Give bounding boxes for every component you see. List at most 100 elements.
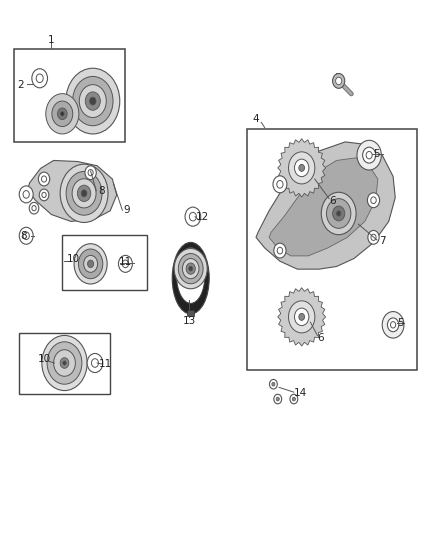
Circle shape	[294, 159, 309, 176]
Circle shape	[357, 140, 381, 170]
Circle shape	[88, 260, 94, 268]
Circle shape	[60, 358, 69, 368]
Circle shape	[363, 147, 376, 163]
Circle shape	[277, 247, 283, 254]
Circle shape	[367, 193, 380, 208]
Circle shape	[63, 361, 66, 365]
Ellipse shape	[172, 243, 209, 314]
Circle shape	[388, 318, 399, 332]
Circle shape	[294, 308, 309, 326]
Circle shape	[366, 151, 372, 159]
Circle shape	[36, 74, 43, 83]
Bar	[187, 310, 194, 317]
Text: 4: 4	[253, 114, 259, 124]
Circle shape	[186, 263, 195, 274]
Circle shape	[189, 266, 193, 271]
Text: 5: 5	[373, 149, 380, 159]
Bar	[247, 128, 417, 370]
Bar	[62, 235, 147, 290]
Circle shape	[19, 227, 33, 244]
Circle shape	[53, 350, 75, 376]
Circle shape	[336, 77, 342, 85]
Circle shape	[122, 260, 129, 268]
Text: 13: 13	[183, 316, 196, 326]
Text: 10: 10	[67, 254, 80, 263]
Circle shape	[42, 176, 46, 182]
Circle shape	[299, 313, 304, 320]
Circle shape	[52, 101, 73, 126]
Circle shape	[79, 85, 106, 117]
Text: 11: 11	[119, 257, 132, 267]
Circle shape	[274, 243, 286, 258]
Text: 10: 10	[38, 354, 51, 364]
Circle shape	[371, 197, 376, 204]
Circle shape	[368, 230, 379, 244]
Text: 7: 7	[379, 236, 385, 246]
Text: 12: 12	[196, 212, 209, 222]
Circle shape	[299, 164, 304, 172]
Circle shape	[178, 254, 203, 284]
Circle shape	[321, 192, 356, 235]
Text: 3: 3	[335, 73, 341, 83]
Circle shape	[277, 181, 283, 188]
Circle shape	[332, 206, 345, 221]
Circle shape	[42, 192, 46, 198]
Circle shape	[269, 379, 277, 389]
Circle shape	[66, 172, 102, 215]
Circle shape	[78, 185, 91, 201]
Circle shape	[32, 69, 47, 88]
Circle shape	[47, 342, 82, 384]
Ellipse shape	[177, 248, 205, 303]
Circle shape	[42, 335, 87, 391]
Circle shape	[183, 259, 199, 279]
Circle shape	[66, 68, 120, 134]
Circle shape	[46, 94, 79, 134]
Circle shape	[336, 211, 341, 216]
Circle shape	[391, 321, 396, 328]
Circle shape	[89, 97, 96, 105]
Text: 1: 1	[48, 35, 55, 45]
Polygon shape	[28, 160, 117, 221]
Bar	[19, 333, 110, 394]
Circle shape	[39, 189, 49, 201]
Circle shape	[185, 207, 201, 226]
Circle shape	[78, 249, 103, 279]
Circle shape	[29, 203, 39, 214]
Bar	[14, 49, 125, 142]
Circle shape	[84, 255, 98, 272]
Circle shape	[81, 190, 87, 197]
Circle shape	[87, 353, 103, 373]
Circle shape	[85, 166, 96, 180]
Circle shape	[60, 164, 108, 222]
Circle shape	[326, 199, 351, 228]
Polygon shape	[269, 158, 378, 256]
Text: 6: 6	[317, 333, 324, 343]
Circle shape	[274, 394, 282, 404]
Polygon shape	[256, 142, 395, 269]
Circle shape	[32, 206, 36, 211]
Circle shape	[371, 234, 376, 240]
Circle shape	[273, 176, 287, 193]
Circle shape	[272, 382, 275, 386]
Circle shape	[23, 191, 29, 198]
Circle shape	[73, 76, 113, 126]
Text: 14: 14	[293, 388, 307, 398]
Circle shape	[189, 212, 196, 221]
Polygon shape	[278, 139, 325, 197]
Circle shape	[60, 112, 64, 116]
Text: 2: 2	[17, 79, 24, 90]
Circle shape	[289, 152, 315, 184]
Circle shape	[174, 248, 207, 289]
Circle shape	[88, 169, 93, 176]
Circle shape	[92, 359, 99, 367]
Circle shape	[85, 92, 100, 110]
Circle shape	[19, 186, 33, 203]
Circle shape	[57, 108, 67, 119]
Circle shape	[290, 394, 298, 404]
Circle shape	[72, 179, 96, 208]
Text: 11: 11	[99, 359, 113, 369]
Circle shape	[276, 397, 279, 401]
Circle shape	[292, 397, 295, 401]
Circle shape	[118, 255, 132, 272]
Polygon shape	[278, 288, 325, 346]
